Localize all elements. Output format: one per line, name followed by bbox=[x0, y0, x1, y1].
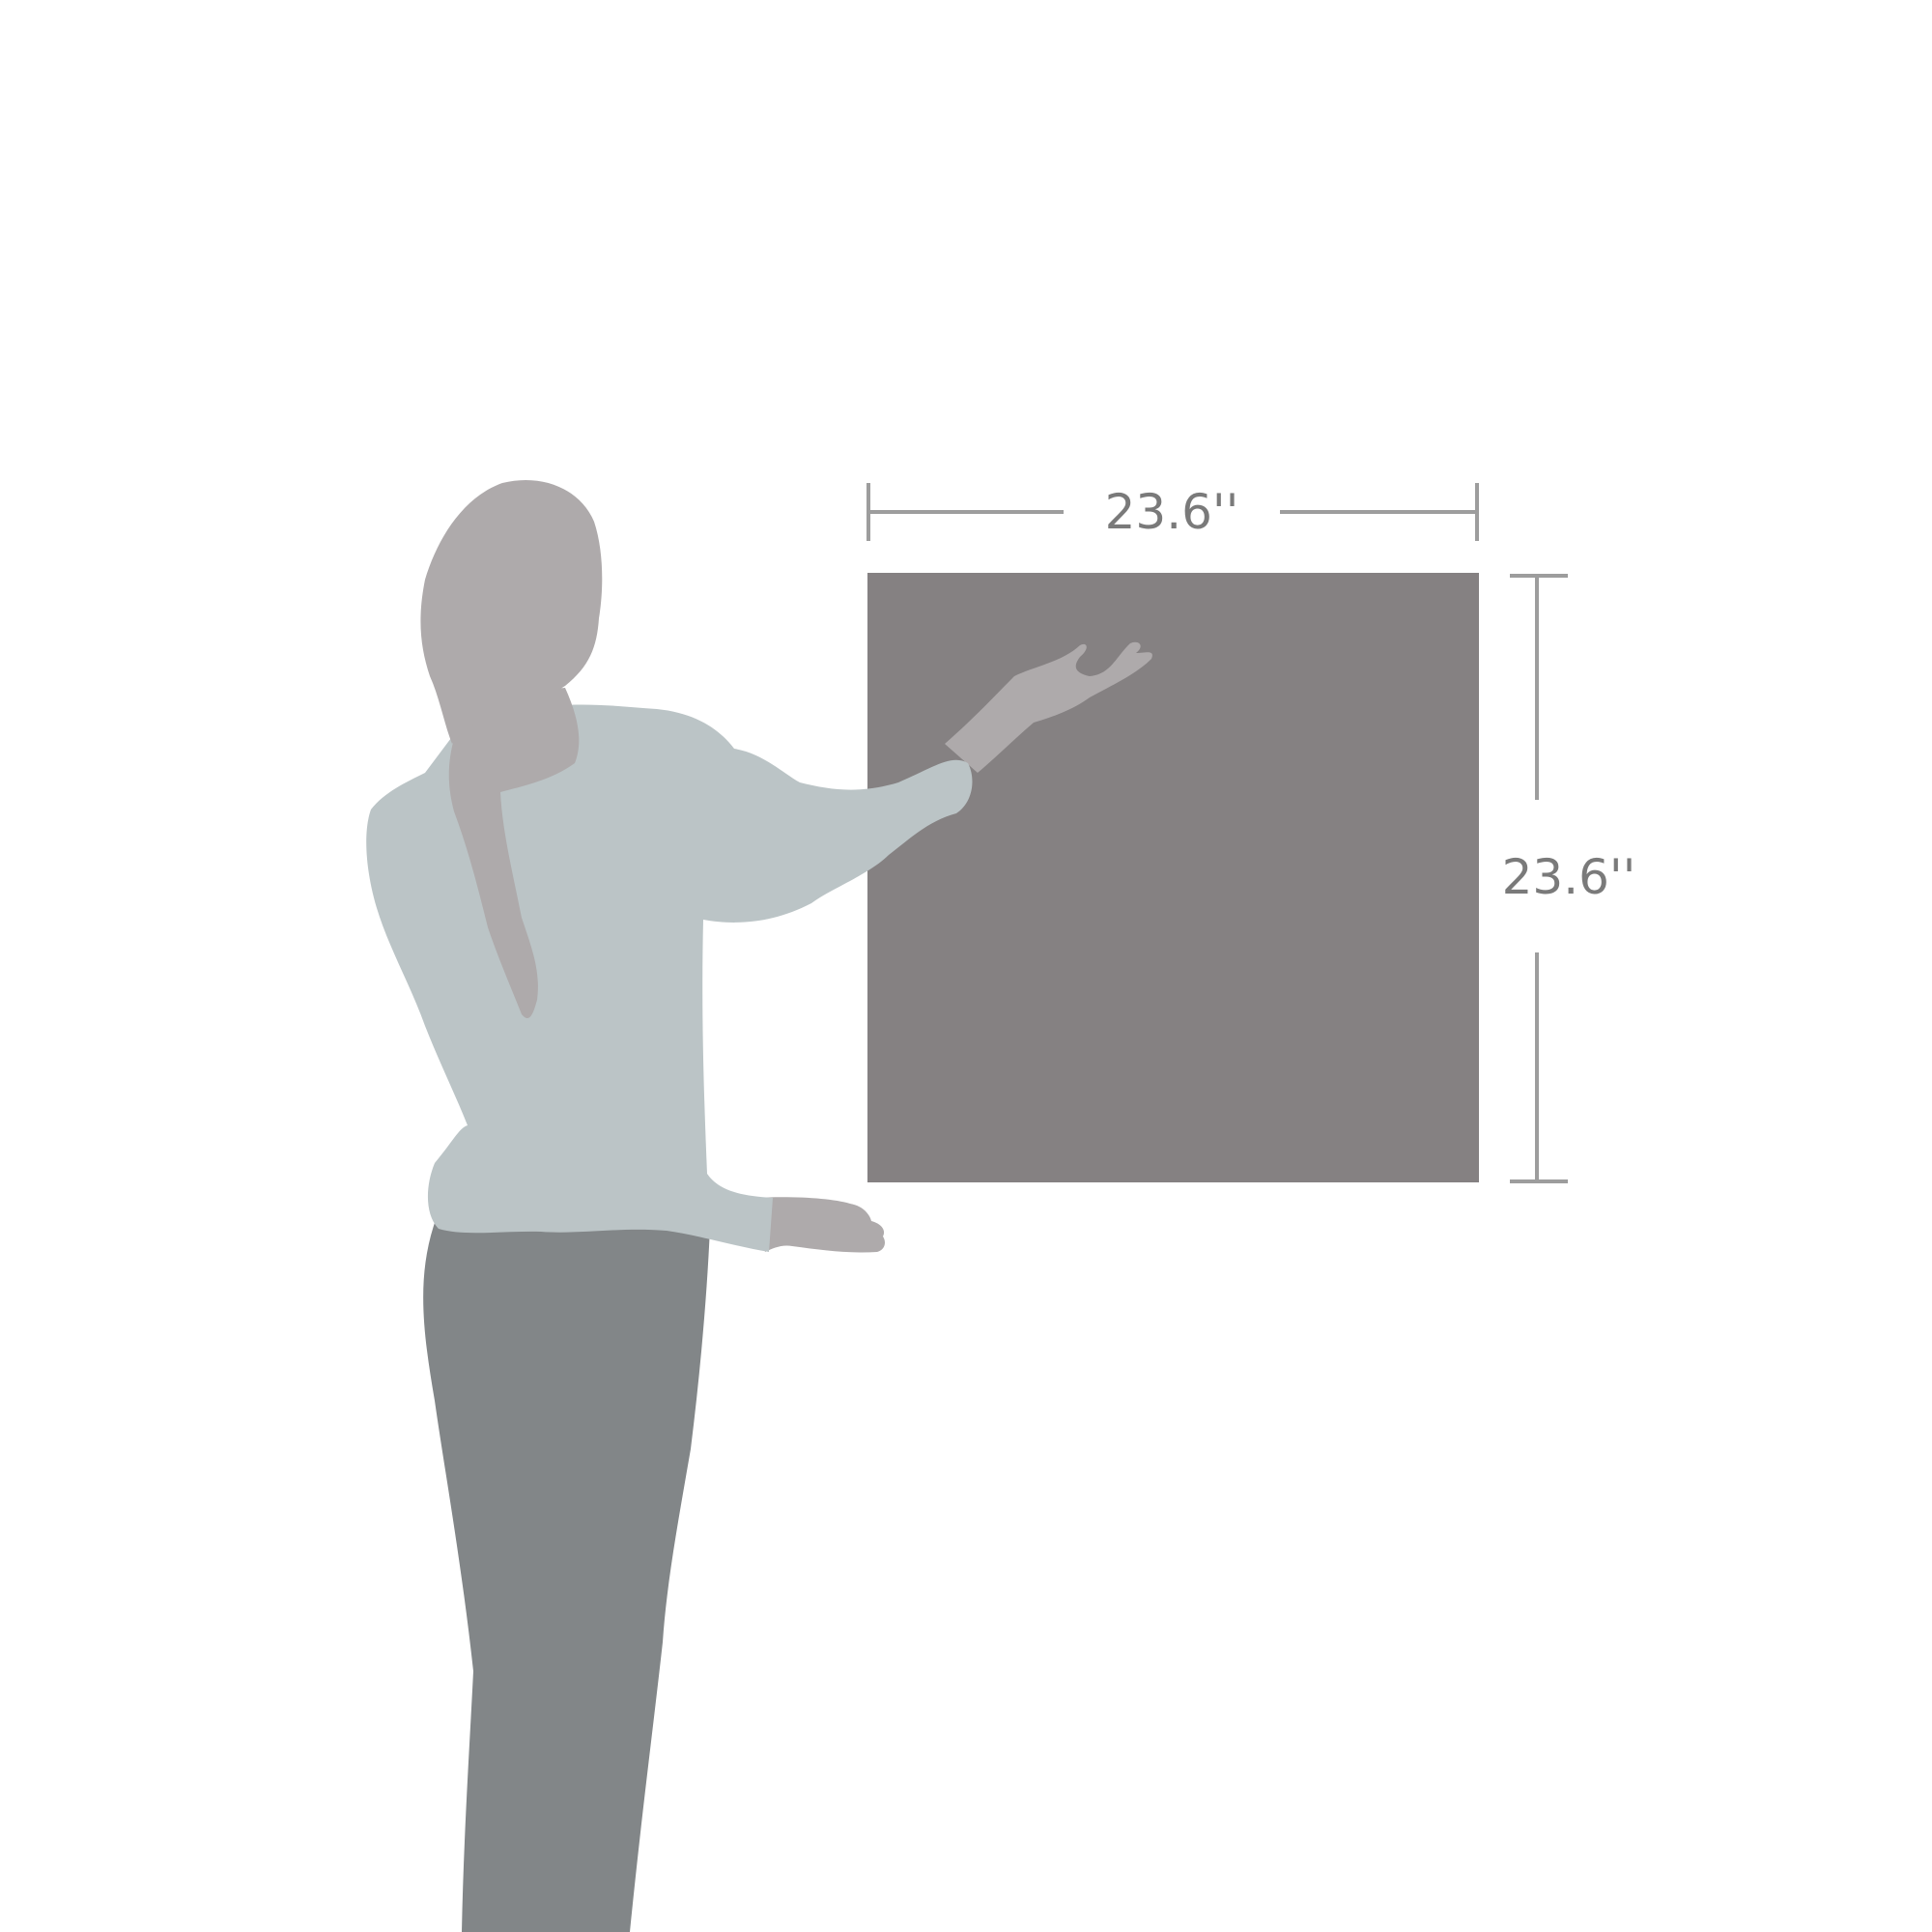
person-silhouette-icon bbox=[366, 479, 1152, 1932]
height-label: 23.6'' bbox=[1502, 849, 1636, 905]
person-sweater bbox=[366, 704, 973, 1252]
width-label: 23.6'' bbox=[1105, 484, 1239, 540]
width-dimension bbox=[867, 483, 1479, 541]
product-panel bbox=[867, 573, 1479, 1182]
height-dimension bbox=[1510, 574, 1568, 1183]
person-pants bbox=[423, 1217, 710, 1932]
person-lower-hand bbox=[753, 1197, 885, 1253]
person-raised-hand bbox=[945, 641, 1152, 773]
person-head bbox=[420, 479, 603, 744]
person-neck bbox=[448, 688, 580, 1019]
